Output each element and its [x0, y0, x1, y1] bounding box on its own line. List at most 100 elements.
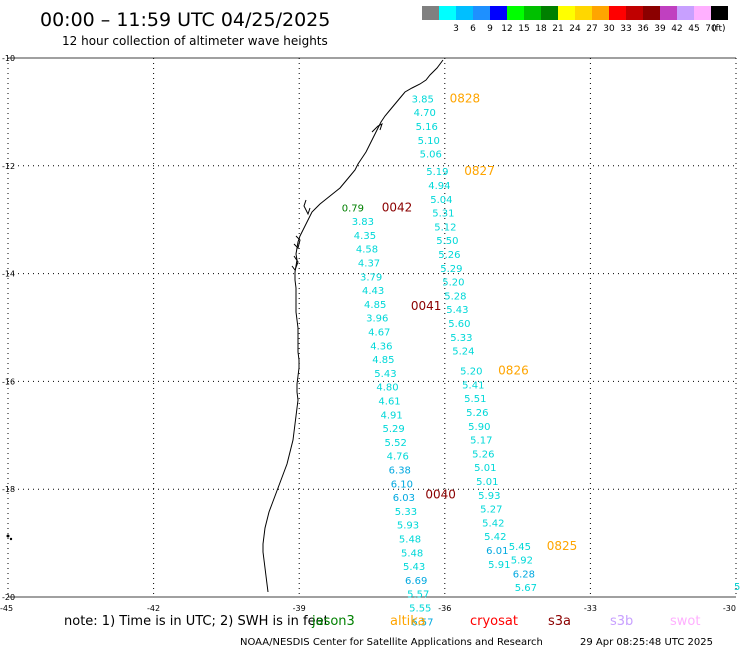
legend-swatch	[541, 6, 558, 20]
satellite-name: s3b	[610, 614, 633, 629]
wave-height-value: 5.50	[436, 236, 458, 247]
legend-label: 21	[552, 24, 563, 34]
map-title: 00:00 – 11:59 UTC 04/25/2025	[40, 9, 330, 31]
map-subtitle: 12 hour collection of altimeter wave hei…	[62, 34, 328, 48]
wave-height-value: 5.31	[432, 209, 454, 220]
wave-height-value: 5.42	[484, 532, 506, 543]
wave-height-value: 5.06	[420, 150, 442, 161]
legend-swatch	[643, 6, 660, 20]
wave-height-value: 4.37	[358, 259, 380, 270]
wave-height-value: 5.26	[438, 250, 460, 261]
map-grid	[7, 57, 737, 598]
legend-label: 42	[671, 24, 682, 34]
wave-height-value: 5.24	[452, 347, 474, 358]
track-time-label: 0042	[382, 200, 413, 214]
wave-height-value: 5.93	[478, 491, 500, 502]
wave-height-value: 5.33	[395, 507, 417, 518]
wave-height-value: 5.60	[448, 319, 470, 330]
wave-height-value: 5.42	[482, 518, 504, 529]
lon-label: -30	[723, 604, 736, 613]
wave-height-value: 4.36	[370, 341, 392, 352]
legend-label: 70	[705, 24, 717, 34]
legend-unit: (ft)	[712, 24, 726, 34]
legend-swatch	[711, 6, 728, 20]
wave-height-value: 5.45	[509, 542, 531, 553]
wave-height-value: 5.27	[480, 505, 502, 516]
wave-height-value: 4.76	[387, 452, 409, 463]
wave-height-value: 4.91	[380, 410, 402, 421]
legend-swatch	[439, 6, 456, 20]
altimeter-tracks: 0042 0.79 3.83 4.35 4.58 4.37 3.79 4.43 4.85 3.96…	[342, 91, 578, 628]
satellite-name: jason3	[311, 614, 355, 629]
wave-height-value: 5.26	[472, 449, 494, 460]
wave-height-value: 5.67	[515, 583, 537, 594]
wave-height-value: 5.12	[434, 222, 456, 233]
wave-height-value: 6.28	[513, 569, 535, 580]
wave-height-value: 3.96	[366, 314, 388, 325]
lat-label: -12	[2, 162, 15, 171]
track-time-label: 0040	[425, 488, 456, 502]
wave-height-value: 5.10	[418, 136, 440, 147]
legend-swatch	[524, 6, 541, 20]
legend-swatch	[422, 6, 439, 20]
wave-height-value: 5.52	[385, 438, 407, 449]
wave-height-value: 5.29	[440, 264, 462, 275]
legend-label: 18	[535, 24, 547, 34]
wave-height-value: 5.48	[401, 548, 423, 559]
edge-value: 5	[734, 582, 740, 593]
wave-height-value: 3.83	[352, 217, 374, 228]
track-time-label: 0825	[547, 539, 578, 553]
legend-label: 12	[501, 24, 512, 34]
wave-height-value: 5.90	[468, 422, 490, 433]
footer-credit: NOAA/NESDIS Center for Satellite Applica…	[240, 637, 543, 648]
wave-height-value: 4.43	[362, 286, 384, 297]
wave-height-value: 4.35	[354, 231, 376, 242]
wave-height-value: 5.91	[488, 560, 510, 571]
lon-label: -39	[293, 604, 306, 613]
legend-label: 45	[688, 24, 699, 34]
legend-swatch	[558, 6, 575, 20]
wave-height-value: 5.33	[450, 333, 472, 344]
wave-height-value: 5.29	[383, 424, 405, 435]
legend-swatch	[473, 6, 490, 20]
wave-height-value: 5.01	[474, 463, 496, 474]
satellite-name: s3a	[548, 614, 571, 629]
footer-note: note: 1) Time is in UTC; 2) SWH is in fe…	[64, 614, 329, 629]
legend-swatch	[592, 6, 609, 20]
legend-label: 33	[620, 24, 631, 34]
wave-height-value: 5.20	[442, 278, 464, 289]
track-time-label: 0828	[450, 91, 481, 105]
legend-label: 27	[586, 24, 597, 34]
color-legend: 3 6 9 12 15 18 21 24 27 30 33 36 39 42 45 70	[422, 6, 728, 34]
lon-label: -45	[0, 604, 13, 613]
wave-height-value: 4.58	[356, 245, 378, 256]
wave-height-value: 5.48	[399, 535, 421, 546]
wave-height-value: 5.57	[407, 590, 429, 601]
coastline	[6, 59, 444, 593]
wave-height-value: 4.94	[428, 181, 450, 192]
wave-height-value: 6.10	[391, 479, 413, 490]
wave-height-value: 6.03	[393, 493, 415, 504]
satellite-name: altika	[390, 614, 426, 629]
track-time-label: 0041	[411, 299, 442, 313]
wave-height-value: 6.69	[405, 576, 427, 587]
wave-height-value: 5.28	[444, 291, 466, 302]
wave-height-value: 4.80	[376, 383, 398, 394]
legend-label: 36	[637, 24, 649, 34]
wave-height-value: 5.04	[430, 195, 452, 206]
footer-timestamp: 29 Apr 08:25:48 UTC 2025	[580, 637, 713, 648]
legend-label: 9	[487, 24, 493, 34]
legend-swatch	[456, 6, 473, 20]
legend-label: 39	[654, 24, 666, 34]
legend-swatch	[575, 6, 592, 20]
legend-swatch	[626, 6, 643, 20]
wave-height-value: 3.79	[360, 272, 382, 283]
legend-swatch	[694, 6, 711, 20]
lat-label: -14	[2, 270, 15, 279]
wave-height-value: 5.26	[466, 408, 488, 419]
wave-height-value: 5.20	[460, 367, 482, 378]
legend-label: 3	[453, 24, 459, 34]
lon-label: -33	[584, 604, 597, 613]
wave-height-value: 4.67	[368, 328, 390, 339]
